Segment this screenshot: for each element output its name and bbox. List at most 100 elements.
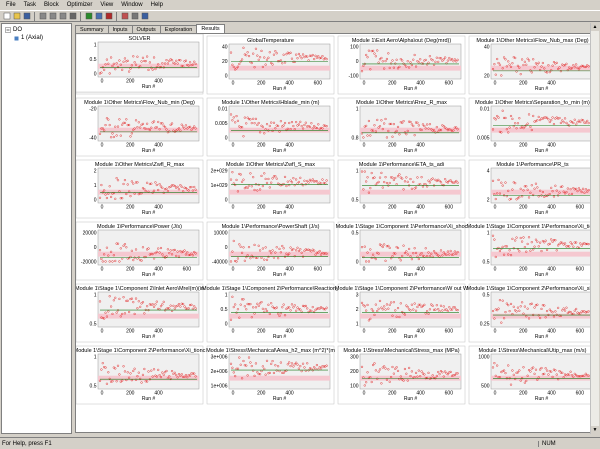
menu-task[interactable]: Task	[23, 2, 37, 8]
data-point	[267, 177, 270, 181]
y-tick-label: 4	[487, 169, 490, 175]
menu-block[interactable]: Block	[44, 2, 59, 8]
data-point	[583, 65, 586, 69]
data-point	[449, 179, 452, 182]
data-point	[115, 311, 118, 314]
data-point	[554, 184, 557, 187]
copy-icon[interactable]	[48, 12, 57, 21]
data-point	[441, 309, 444, 312]
plot-area	[97, 291, 200, 328]
plot-area	[97, 167, 200, 204]
data-point	[317, 307, 320, 310]
data-point	[288, 121, 291, 125]
data-point	[246, 51, 249, 54]
data-point	[584, 121, 587, 124]
data-point	[522, 189, 525, 192]
data-point	[442, 251, 445, 254]
x-axis-label: Run #	[404, 396, 418, 402]
data-point	[274, 175, 277, 178]
plot-area	[228, 353, 331, 390]
data-point	[586, 310, 589, 313]
data-point	[109, 380, 113, 383]
data-point	[293, 304, 296, 307]
data-point	[427, 251, 430, 254]
data-point	[392, 122, 395, 126]
data-point	[545, 369, 549, 372]
data-point	[295, 53, 298, 56]
data-point	[261, 65, 264, 69]
data-point	[498, 299, 502, 302]
plot-area	[490, 291, 593, 328]
data-point	[166, 248, 169, 251]
chart-icon[interactable]	[120, 12, 129, 21]
data-point	[385, 245, 389, 248]
tree-item-axial[interactable]: 1 (Axial)	[14, 35, 43, 41]
data-point	[299, 308, 302, 311]
plot-title: Module 1\Other Metrics\Zwfl_S_max	[226, 162, 315, 168]
vertical-scrollbar[interactable]: ▲ ▼	[590, 23, 599, 434]
x-tick-label: 400	[154, 143, 163, 149]
save-icon[interactable]	[22, 12, 31, 21]
data-point	[313, 124, 316, 128]
data-point	[378, 58, 382, 61]
menu-file[interactable]: File	[6, 2, 16, 8]
data-point	[260, 49, 263, 52]
data-point	[100, 127, 103, 130]
data-point	[245, 122, 248, 125]
data-point	[586, 190, 589, 193]
scroll-down-arrow-icon[interactable]: ▼	[591, 426, 599, 434]
data-point	[424, 127, 427, 130]
data-point	[525, 63, 528, 66]
open-icon[interactable]	[12, 12, 21, 21]
cut-icon[interactable]	[38, 12, 47, 21]
data-point	[445, 253, 448, 256]
data-point	[170, 253, 174, 256]
data-point	[315, 251, 319, 254]
project-tree[interactable]: DO 1 (Axial)	[1, 23, 72, 434]
data-point	[231, 119, 234, 122]
data-point	[448, 253, 451, 256]
menu-view[interactable]: View	[100, 2, 114, 8]
x-tick-label: 0	[232, 267, 235, 273]
run-icon[interactable]	[84, 12, 93, 21]
data-point	[119, 315, 122, 318]
data-point	[533, 245, 536, 248]
scroll-up-arrow-icon[interactable]: ▲	[591, 23, 599, 31]
stop-icon[interactable]	[104, 12, 113, 21]
data-point	[452, 60, 455, 63]
menu-help[interactable]: Help	[150, 2, 163, 8]
data-point	[132, 55, 135, 58]
menu-window[interactable]: Window	[121, 2, 143, 8]
collapse-icon[interactable]	[5, 27, 11, 33]
plot-panel: Module 1\Other Metrics\Hblade_min (m)0.0…	[206, 97, 335, 157]
data-point	[109, 195, 113, 199]
new-icon[interactable]	[2, 12, 11, 21]
data-point	[193, 185, 196, 189]
data-point	[289, 51, 292, 54]
settings-icon[interactable]	[130, 12, 139, 21]
menu-optimizer[interactable]: Optimizer	[66, 2, 93, 8]
tree-root[interactable]: DO	[5, 27, 22, 33]
toolbar	[0, 10, 600, 22]
data-point	[308, 309, 312, 312]
tab-strip: Summary Inputs Outputs Exploration Results	[75, 24, 225, 34]
data-point	[193, 125, 196, 128]
data-point	[179, 59, 182, 62]
data-point	[547, 373, 550, 376]
paste-icon[interactable]	[58, 12, 67, 21]
data-point	[491, 366, 495, 369]
data-point	[261, 365, 264, 368]
constraint-band	[229, 313, 330, 319]
pause-icon[interactable]	[94, 12, 103, 21]
data-point	[367, 119, 371, 123]
data-point	[123, 312, 127, 315]
data-point	[279, 251, 282, 254]
x-tick-label: 0	[494, 143, 497, 149]
data-point	[586, 64, 589, 67]
tab-results[interactable]: Results	[196, 24, 225, 34]
print-icon[interactable]	[68, 12, 77, 21]
help-icon[interactable]	[140, 12, 149, 21]
data-point	[514, 377, 517, 381]
data-point	[186, 127, 189, 130]
data-point	[518, 250, 521, 253]
